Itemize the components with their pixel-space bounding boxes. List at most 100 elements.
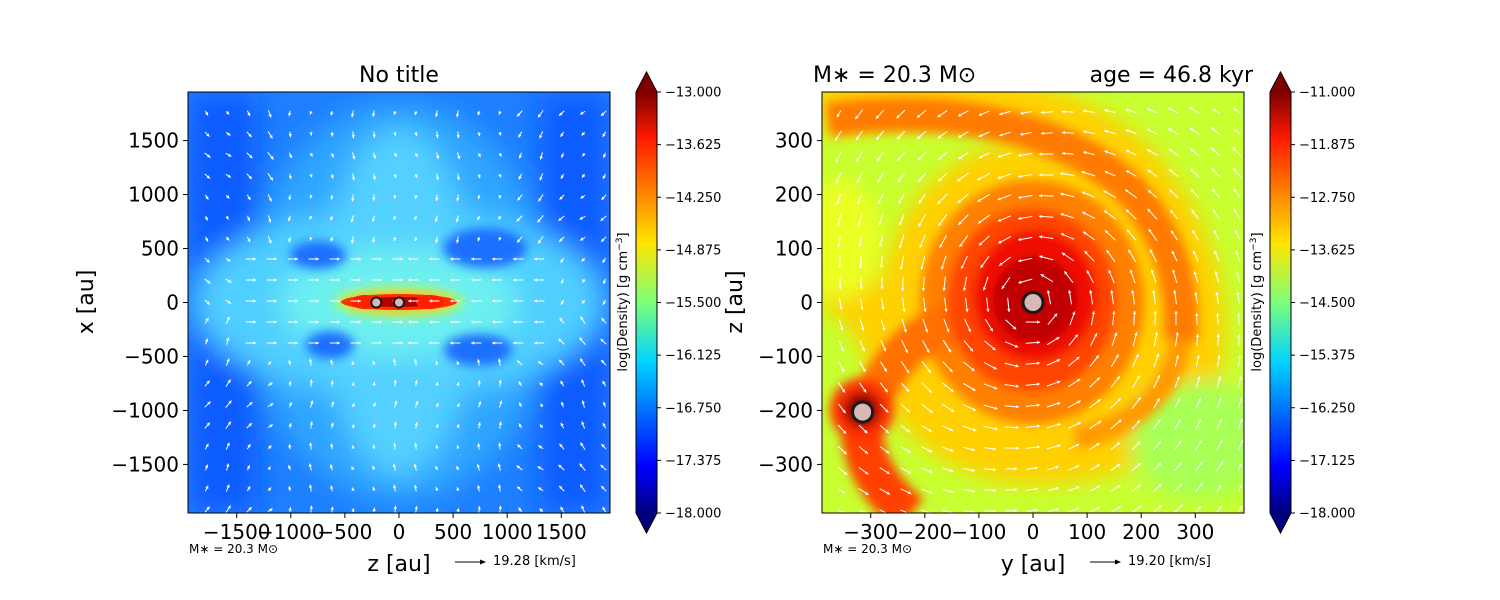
velocity-arrow-head: [450, 341, 454, 345]
velocity-arrow-head: [950, 510, 954, 513]
velocity-arrow-head: [435, 508, 439, 512]
velocity-arrow: [879, 509, 888, 513]
velocity-arrow-head: [1018, 280, 1022, 284]
velocity-arrow-head: [977, 220, 982, 224]
velocity-arrow-head: [1055, 337, 1060, 341]
velocity-arrow-head: [492, 257, 496, 261]
velocity-arrow-head: [1238, 354, 1242, 359]
velocity-arrow-head: [227, 153, 232, 157]
velocity-arrow-head: [393, 442, 397, 447]
velocity-arrow-head: [1112, 310, 1116, 315]
colorbar-tick-label: −15.500: [665, 296, 721, 311]
velocity-arrow-head: [492, 299, 496, 303]
velocity-arrow-head: [492, 341, 496, 345]
velocity-arrow-head: [896, 136, 901, 140]
velocity-arrow-head: [247, 360, 251, 364]
velocity-arrow-head: [513, 278, 517, 282]
velocity-arrow-head: [408, 299, 412, 303]
velocity-arrow-head: [560, 175, 564, 179]
velocity-arrow-head: [1218, 418, 1223, 423]
velocity-arrow: [838, 509, 845, 513]
velocity-arrow-head: [435, 176, 440, 181]
velocity-arrow-head: [1176, 376, 1180, 380]
velocity-arrow-head: [580, 442, 584, 446]
left-velocity-arrows: [204, 110, 607, 513]
velocity-arrow-head: [269, 424, 273, 428]
right-colorbar: −11.000 −11.875 −12.750 −13.625 −14.500 −15.3…: [1249, 70, 1355, 535]
velocity-arrow-head: [1232, 147, 1236, 151]
velocity-arrow-head: [499, 400, 503, 405]
velocity-arrow-head: [372, 465, 376, 470]
velocity-arrow-head: [1056, 380, 1061, 384]
velocity-arrow-head: [392, 358, 397, 363]
velocity-arrow-head: [269, 382, 273, 386]
velocity-arrow-head: [498, 505, 502, 509]
velocity-arrow-head: [1236, 292, 1240, 296]
velocity-arrow-head: [946, 328, 950, 333]
velocity-arrow-head: [477, 359, 481, 363]
velocity-arrow-head: [559, 359, 563, 364]
velocity-arrow-head: [336, 320, 340, 324]
velocity-arrow-head: [1020, 132, 1024, 136]
velocity-arrow-head: [1104, 108, 1108, 113]
velocity-arrow-head: [330, 422, 334, 426]
velocity-arrow-head: [841, 389, 845, 393]
velocity-arrow-head: [865, 491, 869, 495]
velocity-arrow-head: [205, 485, 209, 490]
y-tick-label: 1500: [128, 129, 179, 153]
velocity-arrow-head: [288, 423, 292, 427]
velocity-arrow-head: [961, 265, 965, 270]
velocity-arrow-head: [903, 329, 907, 333]
velocity-arrow-head: [1238, 376, 1242, 380]
velocity-arrow-head: [997, 154, 1001, 158]
velocity-arrow-head: [393, 505, 397, 510]
velocity-arrow-head: [885, 450, 890, 454]
velocity-arrow-head: [884, 388, 888, 393]
velocity-arrow-head: [942, 287, 946, 292]
colorbar-tick-label: −14.250: [665, 191, 721, 206]
velocity-arrow-head: [252, 320, 256, 324]
velocity-arrow-head: [1060, 213, 1064, 217]
velocity-arrow-head: [308, 484, 313, 488]
velocity-arrow-head: [1055, 465, 1059, 469]
velocity-arrow-head: [372, 197, 376, 201]
velocity-arrow-head: [992, 467, 997, 472]
velocity-arrow-head: [450, 320, 454, 324]
velocity-arrow-head: [602, 506, 606, 511]
velocity-arrow-head: [1076, 378, 1081, 383]
velocity-arrow-head: [330, 238, 334, 242]
velocity-arrow-head: [378, 257, 382, 261]
velocity-arrow-head: [399, 320, 403, 324]
velocity-arrow-head: [1096, 443, 1100, 447]
velocity-arrow-head: [540, 403, 544, 407]
velocity-arrow-head: [226, 463, 230, 467]
velocity-arrow-head: [1117, 398, 1121, 402]
velocity-arrow-head: [842, 430, 847, 434]
velocity-arrow-head: [538, 113, 542, 118]
x-tick-label: −100: [951, 520, 1006, 544]
velocity-arrow-head: [309, 153, 313, 157]
velocity-arrow-head: [414, 422, 419, 426]
right-velocity-key: 19.20 [km/s]: [1090, 554, 1211, 569]
velocity-arrow-head: [1234, 229, 1238, 234]
velocity-arrow-head: [1096, 506, 1101, 510]
velocity-arrow-head: [1137, 505, 1142, 509]
velocity-arrow-head: [601, 196, 605, 200]
velocity-arrow-head: [204, 464, 209, 469]
velocity-arrow-head: [268, 240, 272, 244]
velocity-arrow-head: [393, 195, 397, 199]
velocity-arrow-head: [1177, 419, 1181, 423]
velocity-arrow-head: [600, 338, 604, 343]
velocity-arrow-head: [977, 198, 981, 202]
velocity-arrow-head: [288, 154, 293, 159]
velocity-arrow-head: [518, 134, 522, 138]
velocity-arrow-head: [206, 506, 210, 511]
velocity-arrow-head: [875, 115, 880, 119]
velocity-arrow-head: [1239, 505, 1243, 510]
velocity-arrow-head: [997, 175, 1001, 180]
velocity-arrow-head: [517, 239, 521, 243]
velocity-arrow-head: [918, 199, 922, 204]
velocity-arrow-head: [559, 443, 563, 448]
x-tick-label: 100: [1068, 520, 1106, 544]
right-colorbar-ticks: −11.000 −11.875 −12.750 −13.625 −14.500 −15.3…: [1291, 86, 1355, 522]
